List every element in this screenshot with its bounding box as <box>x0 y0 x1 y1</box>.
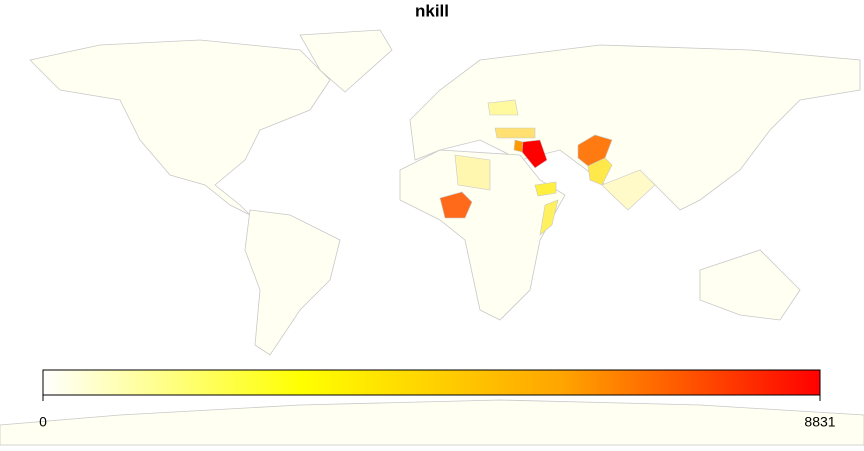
region-somalia <box>539 199 559 236</box>
region-sahel <box>454 154 491 191</box>
region-ukraine <box>487 99 519 116</box>
region-yemen <box>534 181 557 197</box>
colorbar <box>42 369 821 396</box>
south-america <box>244 209 341 356</box>
map-title: nkill <box>415 1 449 20</box>
region-nigeria <box>439 191 473 219</box>
colorbar-tick-label: 0 <box>39 414 47 430</box>
north-america <box>29 39 331 216</box>
greenland <box>299 29 393 93</box>
region-india <box>601 169 656 211</box>
antarctica <box>0 399 864 446</box>
world-map <box>0 29 864 446</box>
colorbar-tick-label: 8831 <box>804 414 835 430</box>
region-pakistan <box>587 157 613 186</box>
region-turkey <box>494 127 536 139</box>
australia <box>699 249 801 321</box>
africa <box>399 149 566 321</box>
region-syria <box>513 139 524 153</box>
